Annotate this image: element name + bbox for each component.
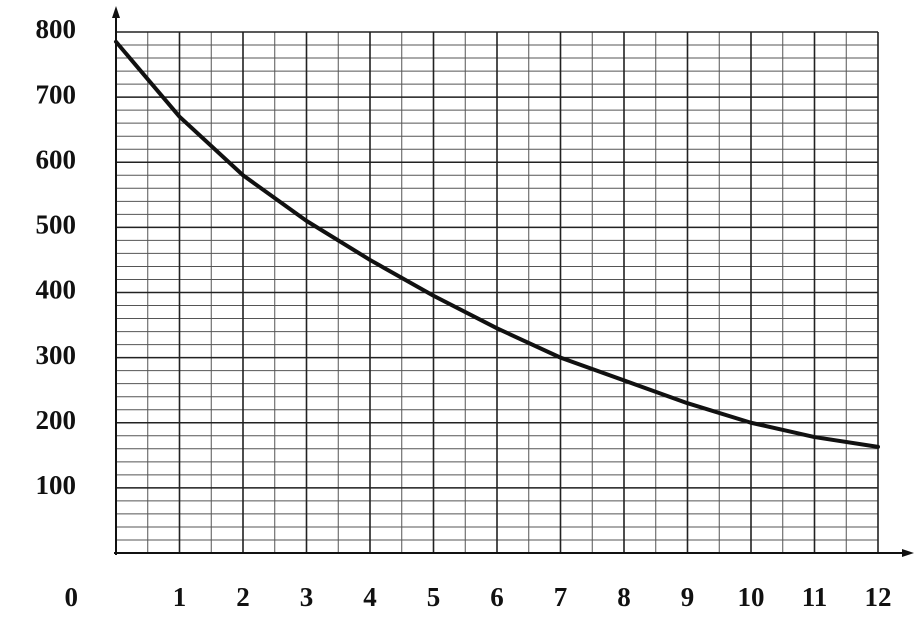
x-tick-label: 4 bbox=[363, 582, 377, 612]
y-tick-label: 600 bbox=[36, 144, 77, 174]
x-tick-label: 9 bbox=[681, 582, 695, 612]
y-tick-label: 700 bbox=[36, 79, 77, 109]
grid bbox=[115, 31, 879, 554]
x-tick-label: 1 bbox=[173, 582, 187, 612]
y-tick-label: 400 bbox=[36, 275, 77, 305]
x-tick-label: 12 bbox=[865, 582, 892, 612]
x-tick-label: 11 bbox=[802, 582, 828, 612]
y-tick-label: 200 bbox=[36, 405, 77, 435]
x-tick-label: 10 bbox=[738, 582, 765, 612]
x-tick-label: 3 bbox=[300, 582, 314, 612]
y-axis-arrow bbox=[112, 6, 120, 18]
x-tick-label: 5 bbox=[427, 582, 441, 612]
y-tick-label: 100 bbox=[36, 470, 77, 500]
x-tick-label: 6 bbox=[490, 582, 504, 612]
x-tick-label: 7 bbox=[554, 582, 568, 612]
y-tick-label: 500 bbox=[36, 210, 77, 240]
y-tick-label: 800 bbox=[36, 14, 77, 44]
x-tick-label: 2 bbox=[236, 582, 250, 612]
y-tick-label: 300 bbox=[36, 340, 77, 370]
x-tick-label: 8 bbox=[617, 582, 631, 612]
data-line bbox=[114, 39, 880, 449]
x-axis-arrow bbox=[902, 549, 914, 557]
y-tick-label: 0 bbox=[65, 582, 79, 612]
